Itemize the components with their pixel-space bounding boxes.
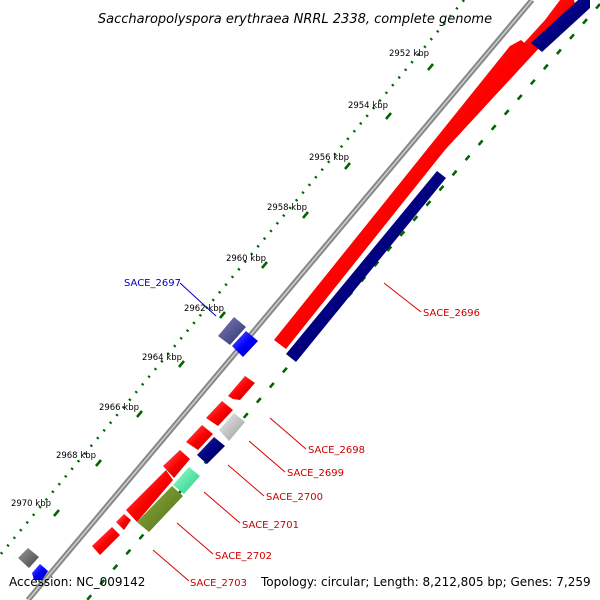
gene-sace-2696-reverse[interactable] [286,171,446,362]
gene-label-sace-2703[interactable]: SACE_2703 [190,578,247,589]
gene-olive[interactable] [137,486,183,532]
gene-silver[interactable] [219,413,245,441]
tick-mark [95,459,102,467]
tick-label: 2970 kbp [11,499,51,509]
gene-sace-2697-blue[interactable] [232,331,258,357]
reverse-strand-genes [197,0,590,464]
tick-mark [261,261,268,269]
tick-label: 2960 kbp [226,254,266,264]
gene-label-sace-2702[interactable]: SACE_2702 [215,551,272,562]
gene-labels: SACE_2696 SACE_2697 SACE_2698 SACE_2699 … [124,278,480,589]
tick-track-dots [0,0,465,556]
connector-sace-2697 [179,282,217,317]
tick-label: 2954 kbp [348,101,388,111]
gene-blue-bottom[interactable] [32,564,48,580]
tick-mark [178,360,185,368]
tick-mark [136,410,143,418]
tick-label: 2958 kbp [267,203,307,213]
gene-label-sace-2696[interactable]: SACE_2696 [423,308,480,319]
gene-label-sace-2699[interactable]: SACE_2699 [287,468,344,479]
gene-forward-2698[interactable] [228,376,255,400]
gene-navy-2700[interactable] [197,437,225,464]
connector-sace-2700 [227,464,265,497]
gene-forward-2701[interactable] [163,450,190,478]
tick-mark [344,162,351,170]
gene-mint[interactable] [173,467,200,494]
tick-label: 2956 kbp [309,153,349,163]
connector-sace-2699 [248,440,286,473]
tick-labels: 2952 kbp 2954 kbp 2956 kbp 2958 kbp 2960… [11,49,429,509]
connector-sace-2703 [152,549,190,582]
tick-label: 2962 kbp [184,304,224,314]
connector-sace-2696 [383,282,422,313]
tick-label: 2966 kbp [99,403,139,413]
tick-mark [219,311,226,319]
tick-mark [53,509,60,517]
gene-navy-top[interactable] [531,0,590,52]
gene-forward-2702[interactable] [126,470,173,522]
label-connectors [152,282,422,582]
connector-sace-2701 [203,491,241,524]
gene-forward-2699[interactable] [206,401,233,426]
accession-text: Accession: NC_009142 [9,575,146,589]
tick-mark [302,211,309,219]
connector-sace-2698 [269,417,307,450]
gene-forward-2700[interactable] [186,425,213,450]
gene-sace-2697-slate[interactable] [218,317,246,345]
tick-marks [53,63,434,517]
tick-label: 2968 kbp [56,451,96,461]
gene-forward-2703[interactable] [92,527,120,555]
other-features [18,317,258,580]
genome-backbone-highlight [27,0,533,600]
gene-forward-2702b[interactable] [116,514,131,530]
gene-label-sace-2698[interactable]: SACE_2698 [308,445,365,456]
gene-label-sace-2700[interactable]: SACE_2700 [266,492,323,503]
connector-sace-2702 [176,522,214,555]
gene-label-sace-2697[interactable]: SACE_2697 [124,278,181,289]
tick-label: 2952 kbp [389,49,429,59]
gene-label-sace-2701[interactable]: SACE_2701 [242,520,299,531]
gene-forward-long[interactable] [274,40,528,349]
map-title: Saccharopolyspora erythraea NRRL 2338, c… [98,12,492,27]
tick-mark [385,112,392,120]
topology-text: Topology: circular; Length: 8,212,805 bp… [261,575,591,589]
gene-gray[interactable] [18,548,39,568]
tick-mark [427,63,434,71]
tick-label: 2964 kbp [142,353,182,363]
